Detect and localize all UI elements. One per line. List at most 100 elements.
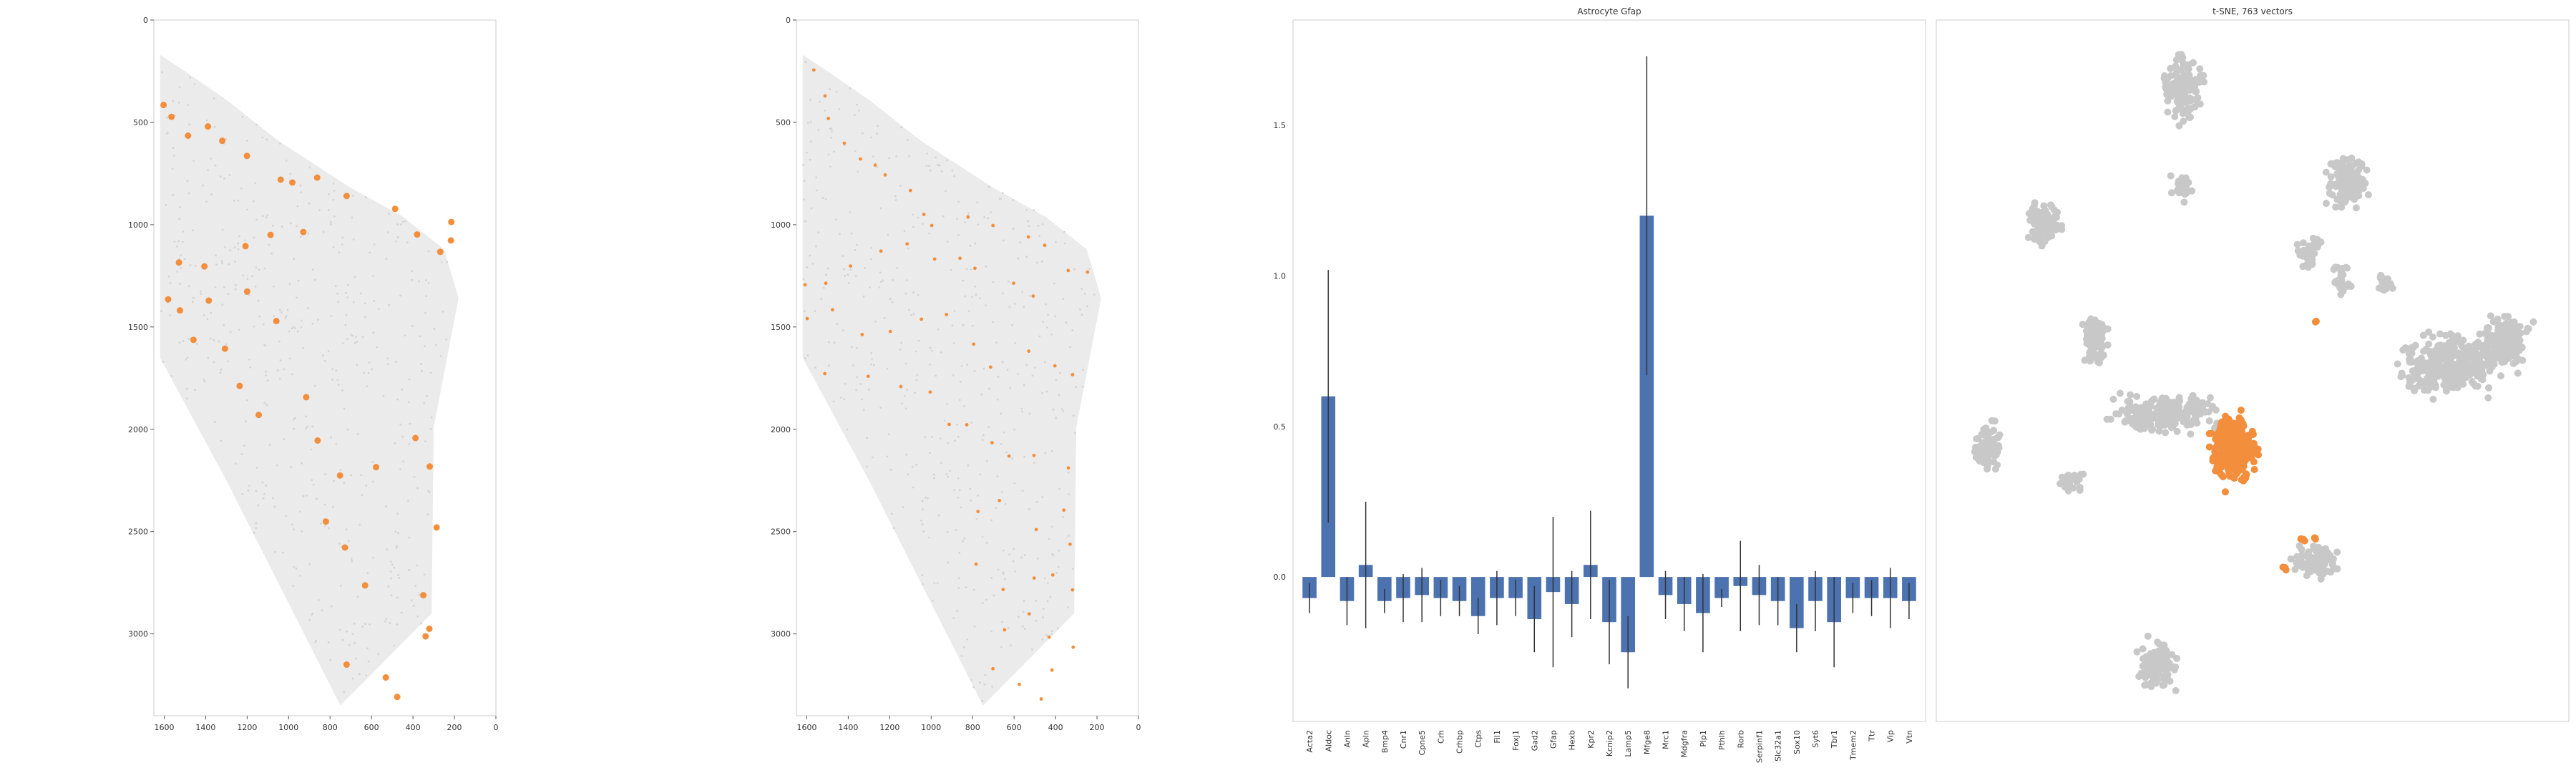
- background-cell: [932, 477, 935, 480]
- background-cell: [956, 218, 958, 220]
- background-cell: [991, 685, 994, 688]
- background-cell: [265, 374, 268, 376]
- background-cell: [824, 273, 827, 276]
- selected-cell-point: [341, 544, 348, 551]
- x-tick-label: Anln: [1342, 730, 1352, 748]
- background-cell: [809, 140, 812, 143]
- background-cell: [990, 519, 993, 522]
- background-cell: [245, 140, 248, 142]
- tsne-point: [2088, 344, 2096, 352]
- background-cell: [234, 261, 237, 263]
- background-cell: [399, 468, 401, 470]
- background-cell: [289, 172, 292, 175]
- tsne-point: [2175, 51, 2182, 59]
- background-cell: [227, 293, 230, 296]
- background-cell: [967, 310, 970, 313]
- background-cell: [922, 530, 925, 533]
- tsne-point: [2175, 398, 2183, 406]
- selected-cell-point: [803, 283, 807, 287]
- tsne-point: [2406, 356, 2414, 364]
- background-cell: [962, 646, 965, 648]
- background-cell: [1052, 408, 1055, 411]
- background-cell: [1001, 621, 1003, 623]
- background-cell: [343, 482, 346, 485]
- background-cell: [173, 240, 176, 243]
- tsne-point: [2116, 389, 2124, 397]
- background-cell: [180, 254, 182, 257]
- background-cell: [385, 505, 388, 507]
- background-cell: [957, 233, 960, 236]
- selected-point: [2218, 444, 2226, 452]
- tsne-point: [2197, 72, 2205, 79]
- selected-cell-point: [336, 472, 343, 479]
- tsne-point: [2309, 234, 2317, 242]
- background-cell: [924, 436, 927, 439]
- background-cell: [265, 216, 268, 219]
- background-cell: [172, 147, 175, 150]
- background-cell: [958, 489, 961, 492]
- tsne-point: [2348, 187, 2356, 195]
- background-cell: [940, 462, 942, 465]
- x-tick-label: 1400: [195, 723, 215, 732]
- background-cell: [273, 505, 276, 508]
- background-cell: [979, 681, 981, 684]
- tsne-point: [2169, 80, 2177, 88]
- background-cell: [1082, 369, 1084, 371]
- background-cell: [1057, 565, 1060, 568]
- tsne-point: [2343, 264, 2351, 272]
- tsne-point: [2144, 632, 2152, 640]
- background-cell: [185, 358, 187, 361]
- background-cell: [268, 243, 270, 246]
- background-cell: [932, 473, 935, 476]
- tsne-point: [2333, 565, 2341, 573]
- tsne-point: [2505, 330, 2513, 338]
- background-cell: [962, 324, 965, 326]
- background-cell: [265, 485, 268, 487]
- background-cell: [353, 622, 356, 625]
- selected-cell-point: [928, 390, 932, 394]
- selected-cell-point: [426, 626, 433, 632]
- tsne-point: [2436, 341, 2444, 349]
- background-cell: [187, 192, 190, 195]
- background-cell: [247, 489, 250, 492]
- selected-cell-point: [300, 228, 307, 235]
- selected-cell-point: [974, 562, 978, 566]
- background-cell: [942, 215, 945, 218]
- x-tick-label: Aldoc: [1324, 730, 1333, 752]
- background-cell: [990, 211, 992, 214]
- background-cell: [1028, 225, 1030, 228]
- background-cell: [330, 315, 333, 318]
- background-cell: [318, 209, 321, 211]
- background-cell: [1045, 390, 1048, 393]
- background-cell: [977, 223, 980, 226]
- axes-frame: [796, 19, 1139, 716]
- background-cell: [192, 160, 195, 162]
- background-cell: [215, 263, 218, 266]
- selected-cell-point: [860, 333, 864, 336]
- background-cell: [929, 364, 931, 366]
- background-cell: [1001, 491, 1003, 494]
- background-cell: [369, 623, 371, 626]
- background-cell: [169, 282, 172, 284]
- background-cell: [853, 114, 856, 117]
- background-cell: [179, 283, 181, 285]
- background-cell: [859, 383, 862, 385]
- background-cell: [336, 379, 339, 381]
- tsne-point: [2321, 568, 2328, 575]
- tsne-point: [2185, 97, 2193, 105]
- tsne-point: [2459, 336, 2467, 344]
- background-cell: [337, 384, 340, 386]
- background-cell: [170, 374, 173, 377]
- chart-title: Astrocyte Gfap: [1577, 6, 1641, 16]
- tsne-point: [2044, 219, 2052, 227]
- tsne-plot: t-SNE, 763 vectors: [1936, 6, 2570, 722]
- tsne-point: [2187, 78, 2195, 86]
- background-cell: [894, 199, 897, 201]
- background-cell: [1044, 452, 1047, 454]
- selected-cell-point: [991, 666, 995, 671]
- tsne-point: [2425, 328, 2433, 336]
- tsne-point: [2050, 206, 2058, 214]
- tsne-point: [2169, 88, 2177, 96]
- tsne-point: [2162, 669, 2170, 677]
